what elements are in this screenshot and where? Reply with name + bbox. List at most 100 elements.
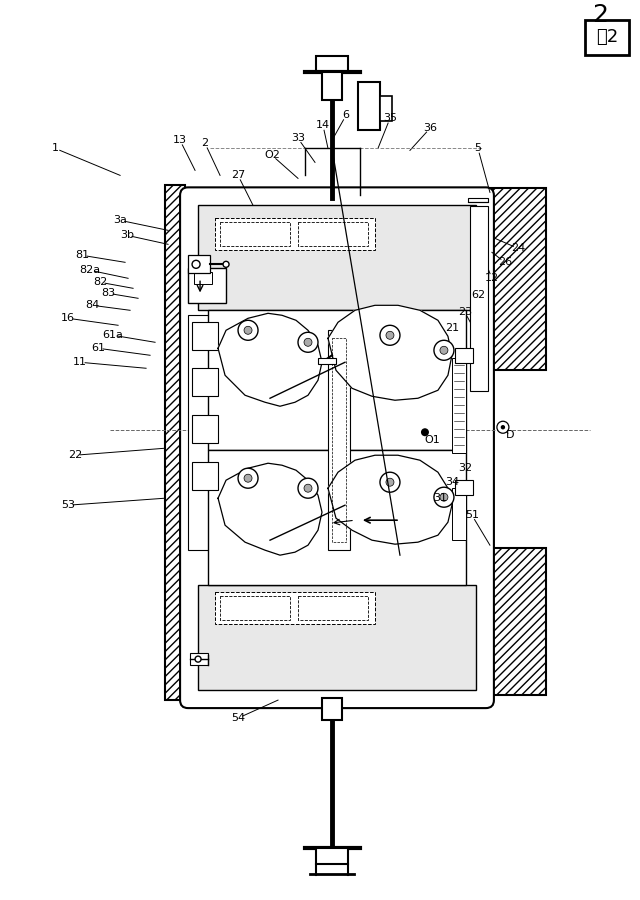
Text: 24: 24 bbox=[511, 243, 525, 253]
Text: 2: 2 bbox=[592, 4, 608, 27]
Text: 13: 13 bbox=[173, 135, 187, 146]
Bar bbox=[322, 698, 342, 720]
Bar bbox=[488, 548, 546, 695]
Bar bbox=[455, 348, 473, 364]
Bar bbox=[198, 585, 476, 690]
Circle shape bbox=[195, 656, 201, 662]
Bar bbox=[192, 415, 218, 443]
Circle shape bbox=[298, 478, 318, 499]
Bar bbox=[322, 72, 342, 101]
Text: 3b: 3b bbox=[120, 230, 134, 240]
Bar bbox=[165, 185, 185, 700]
Bar bbox=[194, 273, 212, 284]
Text: 16: 16 bbox=[61, 313, 75, 323]
Text: 5: 5 bbox=[474, 143, 481, 153]
Circle shape bbox=[304, 338, 312, 346]
Text: 61: 61 bbox=[91, 343, 105, 354]
Bar bbox=[380, 96, 392, 122]
Text: 81: 81 bbox=[75, 250, 89, 260]
Text: 21: 21 bbox=[445, 323, 459, 333]
Bar bbox=[220, 596, 290, 620]
Circle shape bbox=[386, 331, 394, 339]
Text: D: D bbox=[506, 430, 514, 440]
Circle shape bbox=[434, 487, 454, 508]
Text: 23: 23 bbox=[458, 307, 472, 318]
Circle shape bbox=[304, 484, 312, 492]
Text: 3a: 3a bbox=[113, 215, 127, 225]
Bar bbox=[328, 330, 350, 550]
Polygon shape bbox=[218, 313, 322, 406]
Text: 11: 11 bbox=[73, 357, 87, 367]
Bar bbox=[198, 205, 476, 310]
Text: 53: 53 bbox=[61, 500, 75, 510]
Bar bbox=[215, 592, 375, 624]
Bar bbox=[452, 488, 466, 540]
Bar bbox=[198, 205, 476, 310]
Circle shape bbox=[238, 320, 258, 340]
Polygon shape bbox=[218, 464, 322, 555]
Text: 84: 84 bbox=[85, 301, 99, 310]
Polygon shape bbox=[328, 455, 452, 544]
Bar bbox=[192, 368, 218, 396]
Text: 83: 83 bbox=[101, 288, 115, 298]
Bar bbox=[316, 57, 348, 72]
Circle shape bbox=[380, 325, 400, 346]
Bar bbox=[470, 206, 488, 392]
Bar bbox=[190, 653, 208, 665]
Text: 36: 36 bbox=[423, 123, 437, 133]
Bar bbox=[215, 219, 375, 250]
Bar bbox=[332, 338, 346, 542]
Bar bbox=[585, 21, 629, 56]
Circle shape bbox=[434, 340, 454, 360]
Circle shape bbox=[500, 425, 505, 429]
Circle shape bbox=[440, 493, 448, 501]
Text: 1: 1 bbox=[52, 143, 59, 153]
Bar bbox=[468, 198, 488, 202]
Circle shape bbox=[223, 261, 229, 267]
Circle shape bbox=[192, 260, 200, 268]
Bar bbox=[318, 358, 336, 365]
Circle shape bbox=[238, 468, 258, 488]
Text: 14: 14 bbox=[316, 121, 330, 130]
Text: 51: 51 bbox=[465, 510, 479, 520]
Bar bbox=[188, 256, 210, 274]
Text: 62: 62 bbox=[471, 291, 485, 301]
Bar bbox=[358, 83, 380, 130]
Circle shape bbox=[244, 474, 252, 482]
Bar bbox=[316, 848, 348, 864]
Text: O1: O1 bbox=[424, 436, 440, 446]
Text: 35: 35 bbox=[383, 113, 397, 123]
Bar bbox=[298, 596, 368, 620]
Bar bbox=[220, 222, 290, 247]
Text: 2: 2 bbox=[202, 139, 209, 148]
Bar bbox=[452, 358, 466, 454]
Bar bbox=[208, 310, 466, 450]
Text: 34: 34 bbox=[445, 477, 459, 487]
Bar bbox=[298, 222, 368, 247]
Text: 図2: 図2 bbox=[596, 29, 618, 47]
Circle shape bbox=[386, 478, 394, 486]
Circle shape bbox=[298, 332, 318, 352]
Text: 12: 12 bbox=[485, 274, 499, 284]
Bar bbox=[192, 463, 218, 491]
Text: 54: 54 bbox=[231, 713, 245, 723]
Circle shape bbox=[497, 421, 509, 433]
Text: 31: 31 bbox=[433, 493, 447, 503]
Bar bbox=[188, 268, 226, 303]
Circle shape bbox=[244, 327, 252, 334]
Circle shape bbox=[380, 472, 400, 492]
Circle shape bbox=[421, 428, 429, 436]
Text: O2: O2 bbox=[264, 150, 280, 160]
Bar bbox=[488, 188, 546, 370]
Text: 82a: 82a bbox=[79, 266, 100, 275]
Bar bbox=[188, 315, 223, 550]
Bar bbox=[192, 322, 218, 350]
Circle shape bbox=[440, 346, 448, 355]
Text: 33: 33 bbox=[291, 133, 305, 143]
Text: 6: 6 bbox=[342, 111, 349, 121]
Text: 27: 27 bbox=[231, 170, 245, 180]
Bar bbox=[208, 450, 466, 585]
FancyBboxPatch shape bbox=[180, 187, 494, 708]
Text: 32: 32 bbox=[458, 464, 472, 473]
Bar bbox=[455, 481, 473, 495]
